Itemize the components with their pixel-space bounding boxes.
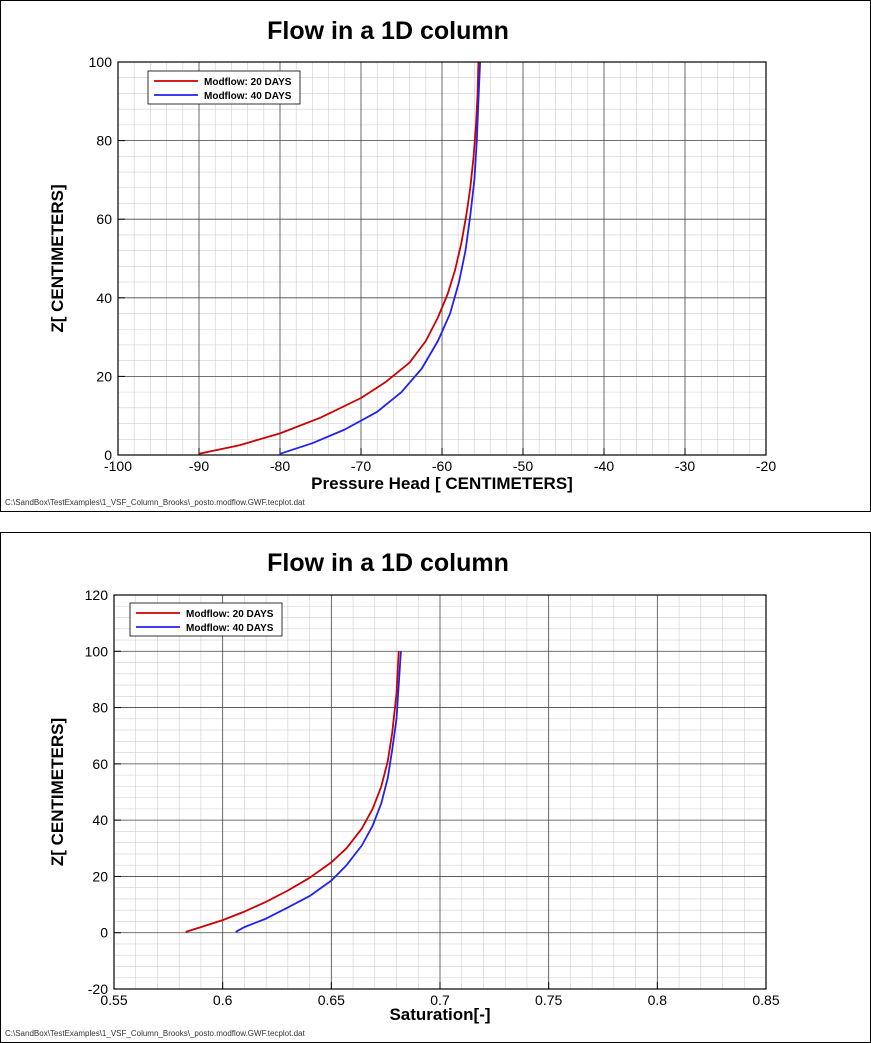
chart-1-legend: Modflow: 20 DAYS Modflow: 40 DAYS	[148, 71, 300, 104]
chart-2-y-tick-label: 40	[92, 812, 108, 828]
chart-2-x-tick-label: 0.6	[213, 992, 233, 1008]
chart-2-legend-label-2: Modflow: 40 DAYS	[186, 623, 274, 634]
chart-2-x-tick-label: 0.75	[535, 992, 562, 1008]
chart-1-y-tick-label: 80	[96, 133, 112, 149]
chart-2-legend: Modflow: 20 DAYS Modflow: 40 DAYS	[130, 603, 282, 636]
chart-2-svg: 0.55 0.6 0.65 0.7 0.75 0.8 0.85-20020406080100…	[1, 533, 870, 1042]
chart-1-x-tick-label: -80	[270, 458, 290, 474]
chart-1-x-tick-label: -60	[432, 458, 452, 474]
chart-2-x-tick-label: 0.85	[752, 992, 779, 1008]
chart-2-x-tick-label: 0.65	[318, 992, 345, 1008]
chart-1-y-tick-label: 60	[96, 211, 112, 227]
chart-2-footer-path: C:\SandBox\TestExamples\1_VSF_Column_Bro…	[5, 1029, 305, 1038]
chart-1-y-tick-label: 20	[96, 368, 112, 384]
chart-1-x-tick-label: -30	[675, 458, 695, 474]
chart-2-y-tick-label: -20	[88, 981, 108, 997]
chart-2-y-axis-label: Z[ CENTIMETERS]	[48, 718, 67, 866]
chart-2-x-tick-label: 0.8	[648, 992, 668, 1008]
chart-panel-1: -100 -90 -80 -70 -60 -50 -40 -30 -20 0 20 40 60 80 100…	[0, 0, 871, 512]
chart-panel-2: 0.55 0.6 0.65 0.7 0.75 0.8 0.85 -20 0 20 40 60 80 100…	[0, 532, 871, 1043]
chart-2-y-tick-label: 0	[100, 925, 108, 941]
chart-2-legend-label-1: Modflow: 20 DAYS	[186, 609, 274, 620]
chart-1-footer-path: C:\SandBox\TestExamples\1_VSF_Column_Bro…	[5, 498, 305, 507]
chart-1-legend-label-2: Modflow: 40 DAYS	[204, 91, 292, 102]
chart-1-y-tick-label: 0	[104, 447, 112, 463]
chart-1-y-tick-label: 40	[96, 290, 112, 306]
chart-1-legend-label-1: Modflow: 20 DAYS	[204, 77, 292, 88]
chart-1-x-tick-label: -90	[189, 458, 209, 474]
chart-1-title: Flow in a 1D column	[267, 17, 509, 45]
chart-1-x-tick-label: -50	[513, 458, 533, 474]
chart-1-x-axis-label: Pressure Head [ CENTIMETERS]	[311, 474, 573, 493]
chart-1-x-tick-label: -20	[756, 458, 776, 474]
chart-2-y-tick-label: 80	[92, 700, 108, 716]
chart-1-x-tick-label: -70	[351, 458, 371, 474]
chart-2-x-axis-label: Saturation[-]	[389, 1005, 490, 1024]
chart-2-y-tick-label: 60	[92, 756, 108, 772]
chart-2-title: Flow in a 1D column	[267, 549, 509, 577]
chart-1-y-axis-label: Z[ CENTIMETERS]	[48, 184, 67, 332]
chart-1-y-tick-label: 100	[89, 54, 113, 70]
chart-2-y-tick-label: 120	[85, 587, 109, 603]
chart-1-x-tick-label: -40	[594, 458, 614, 474]
chart-2-y-tick-label: 100	[85, 643, 109, 659]
chart-1-svg: -100 -90 -80 -70 -60 -50 -40 -30 -20020406080100…	[1, 1, 870, 511]
chart-2-y-tick-label: 20	[92, 868, 108, 884]
